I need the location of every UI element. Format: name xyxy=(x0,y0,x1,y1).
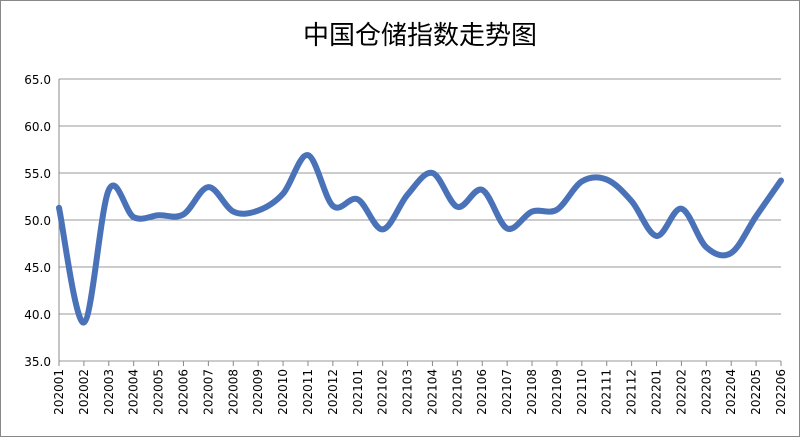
x-tick-label: 202002 xyxy=(77,369,91,415)
y-tick-label: 55.0 xyxy=(24,167,51,181)
x-tick-label: 202103 xyxy=(401,369,415,415)
x-tick-label: 202007 xyxy=(201,369,215,415)
x-tick-label: 202008 xyxy=(226,369,240,415)
x-tick-label: 202206 xyxy=(774,369,788,415)
x-tick-label: 202201 xyxy=(650,369,664,415)
x-tick-label: 202109 xyxy=(550,369,564,415)
y-tick-label: 60.0 xyxy=(24,120,51,134)
x-tick-label: 202101 xyxy=(351,369,365,415)
x-tick-label: 202009 xyxy=(251,369,265,415)
x-tick-label: 202003 xyxy=(102,369,116,415)
x-tick-label: 202011 xyxy=(301,369,315,415)
x-tick-label: 202204 xyxy=(724,369,738,415)
x-tick-label: 202105 xyxy=(450,369,464,415)
x-tick-label: 202005 xyxy=(152,369,166,415)
x-tick-label: 202001 xyxy=(52,369,66,415)
x-tick-label: 202110 xyxy=(575,369,589,415)
x-tick-label: 202111 xyxy=(600,369,614,415)
y-tick-label: 40.0 xyxy=(24,308,51,322)
x-tick-label: 202012 xyxy=(326,369,340,415)
series-line xyxy=(56,152,784,326)
y-tick-label: 45.0 xyxy=(24,261,51,275)
x-tick-label: 202205 xyxy=(749,369,763,415)
x-tick-label: 202108 xyxy=(525,369,539,415)
y-tick-label: 35.0 xyxy=(24,355,51,369)
x-tick-label: 202104 xyxy=(425,369,439,415)
x-tick-label: 202006 xyxy=(176,369,190,415)
x-tick-label: 202112 xyxy=(625,369,639,415)
y-tick-label: 50.0 xyxy=(24,214,51,228)
x-tick-label: 202004 xyxy=(127,369,141,415)
x-tick-label: 202107 xyxy=(500,369,514,415)
x-tick-label: 202202 xyxy=(674,369,688,415)
y-tick-label: 65.0 xyxy=(24,73,51,87)
x-tick-label: 202106 xyxy=(475,369,489,415)
x-tick-label: 202010 xyxy=(276,369,290,415)
chart-title: 中国仓储指数走势图 xyxy=(303,21,537,51)
x-tick-label: 202102 xyxy=(376,369,390,415)
x-tick-label: 202203 xyxy=(699,369,713,415)
